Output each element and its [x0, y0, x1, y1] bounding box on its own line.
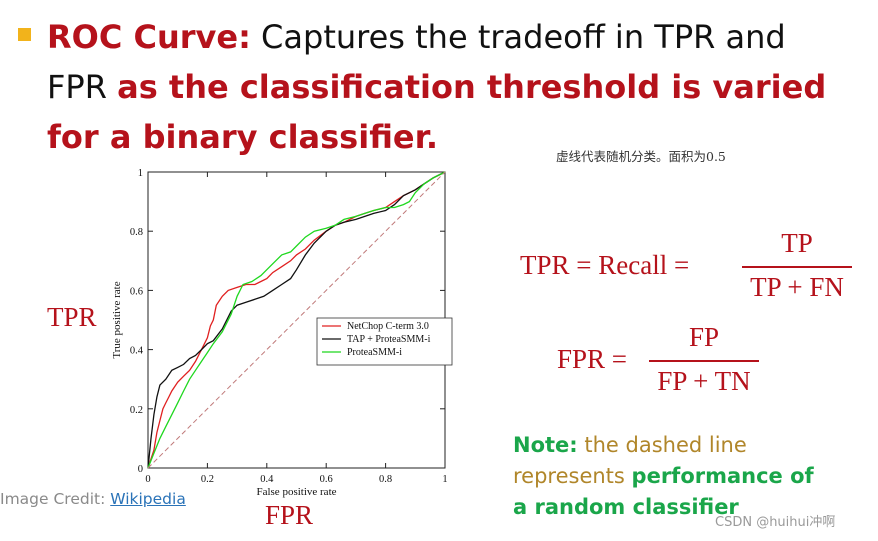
fpr-fraction-bar — [649, 360, 759, 362]
x-tick-label: 0.2 — [201, 474, 214, 485]
y-tick-label: 0.6 — [130, 286, 143, 297]
x-tick-label: 1 — [442, 474, 447, 485]
tpr-side-label: TPR — [47, 302, 97, 332]
legend-entry: TAP + ProteaSMM-i — [347, 334, 431, 345]
y-tick-label: 0 — [138, 464, 143, 475]
x-tick-label: 0.8 — [379, 474, 392, 485]
fpr-formula: FPR = FP FP + TN — [557, 322, 857, 402]
roc-series-line — [147, 171, 446, 469]
random-classifier-line — [147, 171, 446, 469]
image-credit-text: Image Credit: — [0, 490, 111, 508]
tpr-formula-lhs: TPR = Recall = — [520, 250, 690, 280]
y-tick-label: 0.2 — [130, 405, 143, 416]
roc-series-line — [147, 171, 446, 469]
x-tick-label: 0 — [145, 474, 150, 485]
tpr-formula-numerator: TP — [781, 228, 813, 258]
y-tick-label: 0.8 — [130, 227, 143, 238]
headline-emphasis: as the classification threshold is varie… — [47, 68, 827, 156]
legend-entry: NetChop C-term 3.0 — [347, 321, 429, 332]
legend-entry: ProteaSMM-i — [347, 347, 402, 358]
y-tick-label: 1 — [138, 168, 143, 179]
x-tick-label: 0.4 — [260, 474, 274, 485]
random-classifier-note-cn: 虚线代表随机分类。面积为0.5 — [556, 149, 726, 164]
y-tick-label: 0.4 — [130, 346, 144, 357]
fpr-formula-lhs: FPR = — [557, 344, 628, 374]
dashed-line-note: Note: the dashed line represents performa… — [513, 430, 833, 523]
x-axis-label: False positive rate — [256, 486, 336, 498]
note-label: Note: — [513, 433, 578, 457]
headline: ROC Curve: Captures the tradeoff in TPR … — [47, 12, 847, 162]
note-text-1: the dashed line — [577, 433, 747, 457]
fpr-bottom-label: FPR — [265, 500, 314, 530]
headline-text: Captures the tradeoff in TPR and FPR — [47, 18, 786, 106]
x-tick-label: 0.6 — [320, 474, 333, 485]
tpr-formula-denominator: TP + FN — [750, 272, 844, 302]
image-credit: Image Credit: Wikipedia — [0, 490, 186, 508]
wikipedia-link[interactable]: Wikipedia — [110, 490, 186, 508]
tpr-fraction-bar — [742, 266, 852, 268]
note-text-2: represents — [513, 464, 632, 488]
fpr-formula-numerator: FP — [688, 322, 720, 352]
roc-chart: 0 0.2 0.4 0.6 0.8 1 0 0.2 0.4 0.6 0.8 1 False positi… — [108, 164, 460, 502]
fpr-formula-denominator: FP + TN — [657, 366, 751, 396]
y-axis-label: True positive rate — [111, 281, 123, 358]
tpr-formula: TPR = Recall = TP TP + FN — [520, 228, 860, 308]
headline-term: ROC Curve: — [47, 18, 251, 56]
watermark: CSDN @huihui冲啊 — [715, 515, 836, 530]
bullet-marker — [18, 28, 31, 41]
note-emphasis: performance of a random classifier — [513, 464, 814, 519]
roc-chart-svg: 0 0.2 0.4 0.6 0.8 1 0 0.2 0.4 0.6 0.8 1 False positi… — [111, 168, 453, 498]
